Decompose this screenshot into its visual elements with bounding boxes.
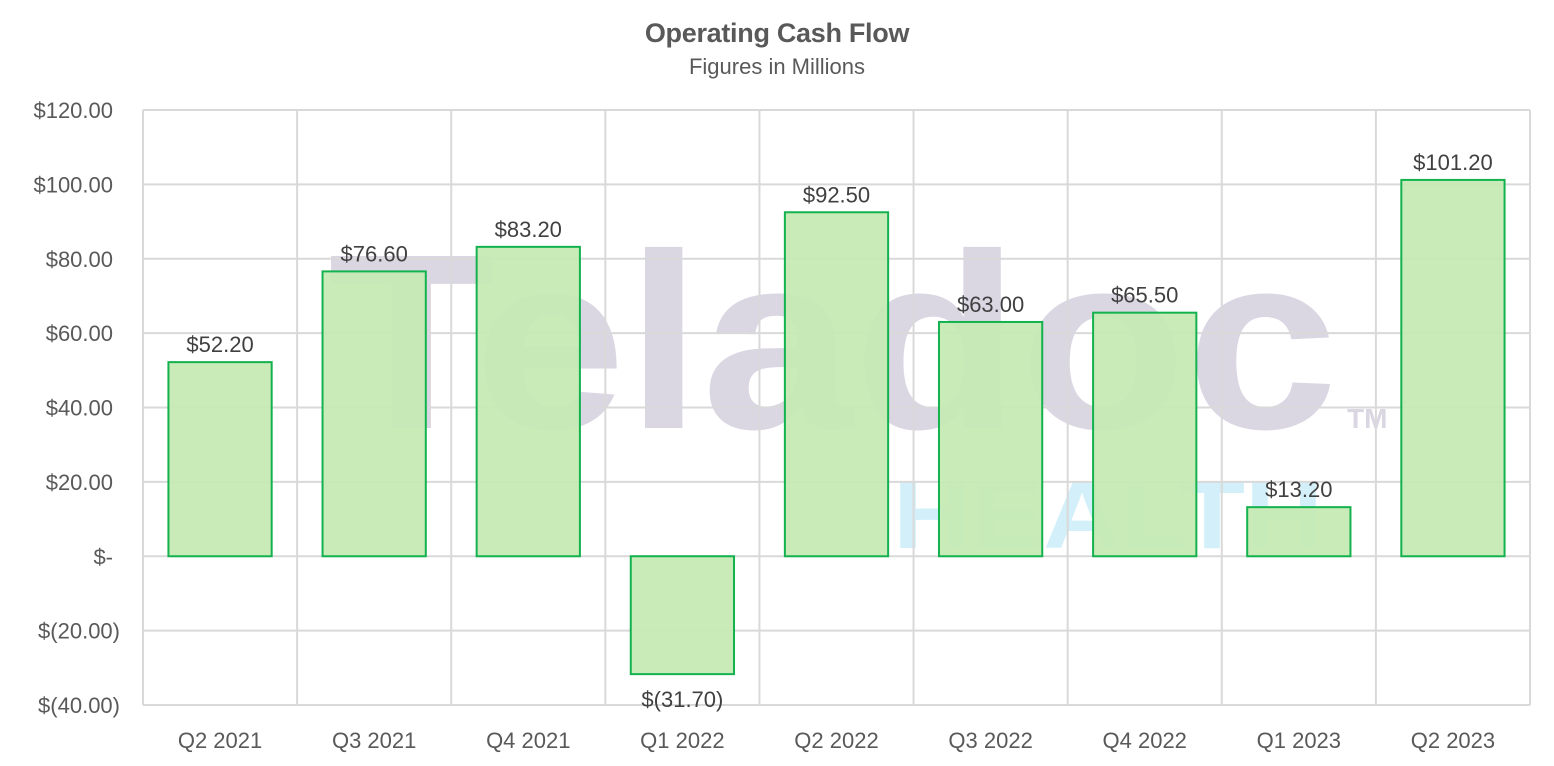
data-label: $92.50 [803, 182, 870, 207]
data-label: $65.50 [1111, 283, 1178, 308]
chart-subtitle: Figures in Millions [688, 54, 866, 79]
x-tick-label: Q3 2021 [332, 728, 416, 753]
bar-q2-2021 [167, 361, 273, 558]
x-axis: Q2 2021 Q3 2021 Q4 2021 Q1 2022 Q2 2022 Q3 20… [178, 728, 1495, 753]
x-tick-label: Q4 2022 [1103, 728, 1187, 753]
y-tick-label: $120.00 [33, 98, 113, 123]
data-label: $13.20 [1265, 477, 1332, 502]
bar-q4-2022 [1092, 311, 1198, 558]
y-tick-label: $80.00 [46, 247, 113, 272]
bar-series [167, 178, 1506, 676]
y-tick-label: $- [93, 544, 113, 569]
y-tick-label: $(20.00) [38, 619, 120, 644]
data-labels: $52.20 $76.60 $83.20 $(31.70) $92.50 $63.00 $6… [186, 150, 1492, 712]
data-label: $83.20 [495, 217, 562, 242]
y-tick-label: $(40.00) [38, 693, 120, 718]
y-tick-label: $20.00 [46, 470, 113, 495]
x-tick-label: Q1 2022 [640, 728, 724, 753]
bar-q2-2023 [1400, 178, 1506, 558]
data-label: $(31.70) [641, 687, 723, 712]
x-tick-label: Q1 2023 [1257, 728, 1341, 753]
x-tick-label: Q2 2021 [178, 728, 262, 753]
y-tick-label: $100.00 [33, 172, 113, 197]
bar-q1-2023 [1246, 506, 1352, 558]
data-label: $63.00 [957, 292, 1024, 317]
chart-title: Operating Cash Flow [644, 18, 910, 48]
x-tick-label: Q3 2022 [948, 728, 1032, 753]
data-label: $52.20 [186, 332, 253, 357]
bar-q4-2021 [475, 245, 581, 558]
x-tick-label: Q2 2023 [1411, 728, 1495, 753]
bar-q1-2022 [629, 555, 736, 676]
y-axis: $120.00 $100.00 $80.00 $60.00 $40.00 $20.00 $-… [33, 98, 120, 718]
x-tick-label: Q4 2021 [486, 728, 570, 753]
y-tick-label: $40.00 [46, 396, 113, 421]
x-tick-label: Q2 2022 [794, 728, 878, 753]
data-label: $76.60 [341, 241, 408, 266]
bar-q2-2022 [783, 211, 890, 558]
bar-q3-2022 [937, 320, 1044, 558]
y-tick-label: $60.00 [46, 321, 113, 346]
bar-q3-2021 [321, 270, 427, 558]
data-label: $101.20 [1413, 150, 1493, 175]
